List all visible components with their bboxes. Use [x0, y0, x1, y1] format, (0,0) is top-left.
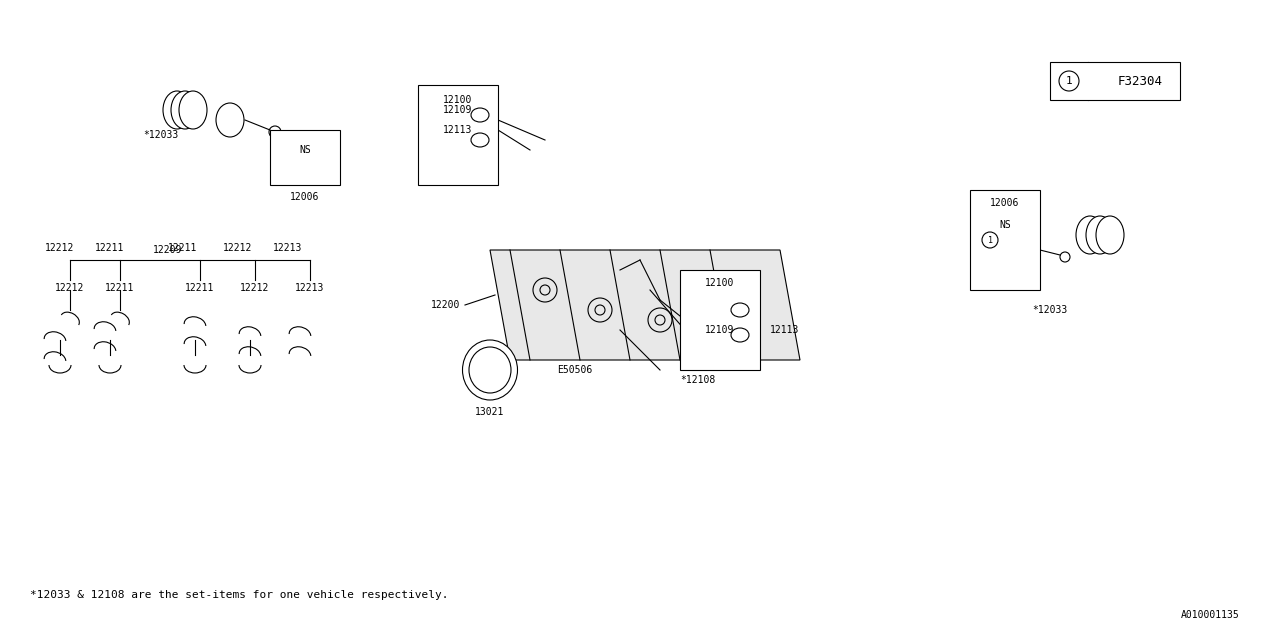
Ellipse shape — [172, 91, 198, 129]
Text: NS: NS — [300, 145, 311, 155]
Text: 1: 1 — [297, 145, 302, 154]
Text: 12211: 12211 — [168, 243, 197, 253]
Text: 1: 1 — [987, 236, 992, 244]
Text: 12200: 12200 — [430, 300, 460, 310]
Ellipse shape — [216, 103, 244, 137]
Bar — [680, 270, 760, 370]
Ellipse shape — [1085, 216, 1114, 254]
Text: 12211: 12211 — [95, 243, 124, 253]
Polygon shape — [490, 250, 800, 360]
Text: 12100: 12100 — [443, 95, 472, 105]
Text: 12109: 12109 — [705, 325, 735, 335]
Text: 12006: 12006 — [991, 198, 1020, 208]
Text: 12006: 12006 — [291, 192, 320, 202]
Bar — [970, 190, 1039, 290]
Text: 12109: 12109 — [443, 105, 472, 115]
Text: 13021: 13021 — [475, 407, 504, 417]
Ellipse shape — [179, 91, 207, 129]
Bar — [419, 85, 498, 185]
Text: 12209: 12209 — [154, 245, 183, 255]
Text: 12211: 12211 — [186, 283, 215, 293]
Ellipse shape — [1076, 216, 1103, 254]
Text: 12213: 12213 — [296, 283, 325, 293]
Text: *12033: *12033 — [1033, 305, 1068, 315]
Text: 1: 1 — [1066, 76, 1073, 86]
Text: 12212: 12212 — [241, 283, 270, 293]
Text: E50506: E50506 — [557, 365, 593, 375]
Text: F32304: F32304 — [1117, 74, 1162, 88]
Text: *12108: *12108 — [680, 375, 716, 385]
Text: 12211: 12211 — [105, 283, 134, 293]
Ellipse shape — [163, 91, 191, 129]
Text: 12212: 12212 — [55, 283, 84, 293]
Bar — [1050, 62, 1180, 100]
Text: 12113: 12113 — [443, 125, 472, 135]
Text: *12033 & 12108 are the set-items for one vehicle respectively.: *12033 & 12108 are the set-items for one… — [29, 590, 448, 600]
Text: 12213: 12213 — [273, 243, 302, 253]
Ellipse shape — [468, 347, 511, 393]
Text: A010001135: A010001135 — [1181, 610, 1240, 620]
Text: NS: NS — [1000, 220, 1011, 230]
Text: 12113: 12113 — [771, 325, 800, 335]
Ellipse shape — [1096, 216, 1124, 254]
Ellipse shape — [462, 340, 517, 400]
Text: 12212: 12212 — [45, 243, 74, 253]
Text: 12212: 12212 — [223, 243, 252, 253]
Text: 12100: 12100 — [705, 278, 735, 288]
Bar — [270, 130, 340, 185]
Text: *12033: *12033 — [143, 130, 178, 140]
